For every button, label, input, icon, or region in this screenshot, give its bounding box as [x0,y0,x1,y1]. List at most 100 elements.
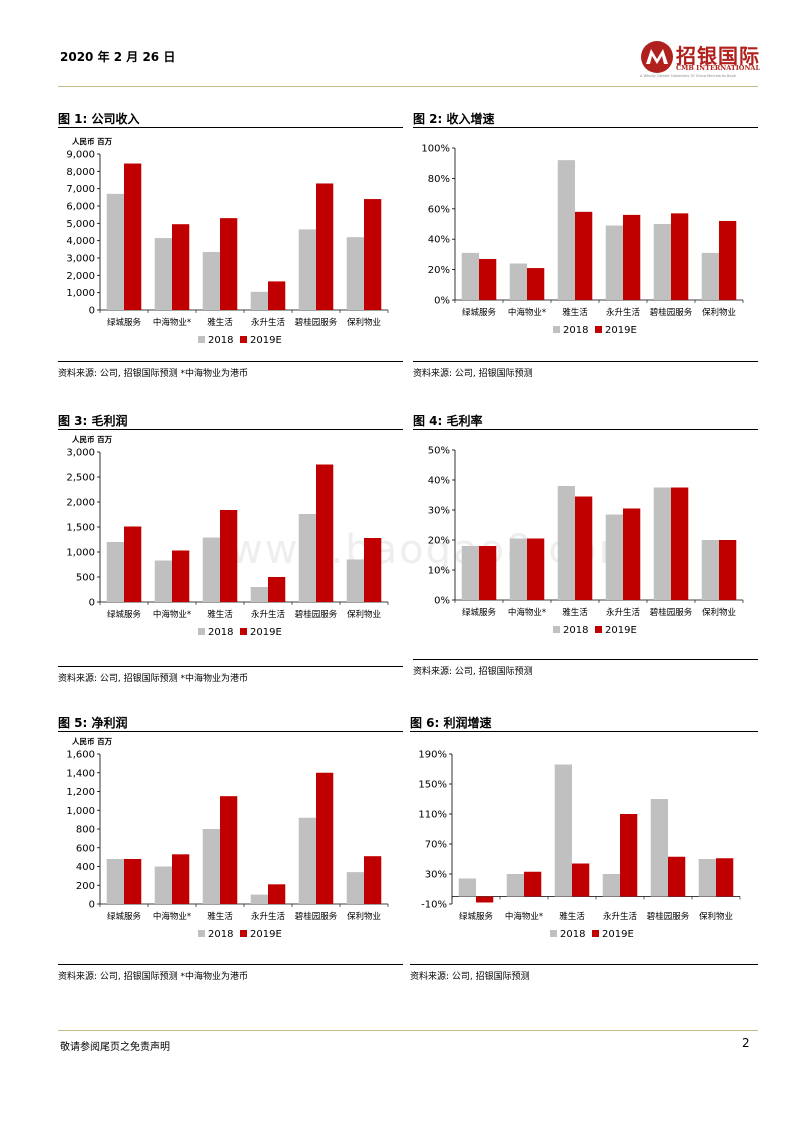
revenue-chart: 人民币 百万 0 1,000 2,000 3,000 4,000 5,000 6,000 7,0… [66,136,389,346]
bar-2019e [268,884,286,904]
footer-rule [58,1030,758,1031]
figure-title: 图 2: 收入增速 [413,112,495,126]
y-tick-label: 0 [89,598,95,609]
legend-label-2019e: 2019E [250,929,282,940]
y-tick-label: 600 [76,843,95,854]
x-category-label: 永升生活 [251,609,286,620]
brand-name-en: CMB INTERNATIONAL [676,64,761,72]
figure-source: 资料来源: 公司, 招银国际预测 [413,369,533,379]
brand-tagline: A Wholly Owned Subsidiary Of China Merch… [640,74,737,78]
y-tick-label: 200 [76,881,95,892]
disclaimer-link[interactable]: 敬请参阅尾页之免责声明 [60,1042,170,1053]
y-tick-label: 2,000 [66,498,95,509]
source-rule [58,361,403,362]
bar-2018 [701,540,719,600]
figure-3-panel: 图 3: 毛利润 人民币 百万 0 500 1,000 1,500 2,000 2,500 3… [58,412,403,684]
bar-2019e [124,859,142,904]
bar-2018 [250,894,268,904]
bar-2019e [572,863,590,897]
figure-4-panel: 图 4: 毛利率 0% 10% 20% 30% 40% 50% 绿城服务 中海物业* 雅生活 永升… [413,412,758,684]
y-tick-label: 1,200 [66,787,95,798]
x-category-label: 永升生活 [603,911,638,922]
y-tick-label: 0 [89,900,95,911]
legend-label-2019e: 2019E [605,625,637,636]
x-category-label: 碧桂园服务 [647,911,690,922]
bar-2018 [298,229,316,310]
x-category-label: 绿城服务 [462,607,497,618]
x-category-label: 碧桂园服务 [295,609,338,620]
y-tick-label: 20% [428,536,450,547]
legend-swatch-2018 [198,336,205,343]
legend-label-2018: 2018 [208,335,233,346]
title-rule [58,127,403,128]
legend-label-2018: 2018 [208,929,233,940]
bar-2018 [605,514,623,600]
y-tick-label: 1,000 [66,288,95,299]
x-category-label: 雅生活 [207,317,233,328]
y-tick-label: 800 [76,825,95,836]
figure-5-panel: 图 5: 净利润 人民币 百万 0 200 400 600 800 1,000 1,200 1,… [58,714,403,986]
y-tick-label: 190% [418,750,447,761]
y-tick-label: 1,000 [66,806,95,817]
brand-logo: 招银国际 CMB INTERNATIONAL A Wholly Owned Su… [640,40,760,90]
bar-2018 [701,252,719,300]
y-tick-label: 70% [425,840,447,851]
unit-label: 人民币 百万 [72,136,113,146]
y-tick-label: 9,000 [66,150,95,161]
bar-2018 [458,878,476,897]
x-category-label: 保利物业 [702,607,736,618]
bar-2018 [461,252,479,300]
x-category-label: 永升生活 [606,607,641,618]
x-category-label: 保利物业 [702,307,736,318]
bar-2018 [602,874,620,897]
bar-2019e [623,214,641,300]
legend-label-2018: 2018 [563,325,588,336]
x-category-label: 碧桂园服务 [650,607,693,618]
x-category-label: 中海物业* [505,911,543,922]
y-tick-label: 8,000 [66,167,95,178]
bar-2019e [479,258,497,300]
bar-2019e [316,464,334,602]
x-category-label: 雅生活 [207,609,233,620]
legend-swatch-2019e [240,336,247,343]
bar-2019e [268,577,286,602]
bar-2018 [557,486,575,600]
y-tick-label: 1,000 [66,548,95,559]
x-category-label: 中海物业* [508,607,546,618]
source-rule [413,659,758,660]
bar-2018 [298,817,316,904]
bar-2019e [172,550,190,602]
bar-2019e [623,508,641,600]
x-category-label: 绿城服务 [459,911,494,922]
y-tick-label: 30% [425,870,447,881]
bar-2019e [527,538,545,600]
bar-2018 [106,542,124,602]
x-category-label: 中海物业* [153,317,191,328]
y-tick-label: -10% [421,900,447,911]
legend-swatch-2019e [240,628,247,635]
legend-label-2019e: 2019E [605,325,637,336]
bar-2018 [154,560,172,602]
bar-2018 [650,799,668,897]
x-category-label: 碧桂园服务 [650,307,693,318]
bar-2019e [479,546,497,600]
y-tick-label: 6,000 [66,202,95,213]
x-category-label: 保利物业 [347,317,381,328]
title-rule [413,127,758,128]
title-rule [410,731,758,732]
bar-2018 [509,263,527,300]
y-tick-label: 0% [434,596,450,607]
bar-2019e [575,211,593,300]
bar-2018 [509,538,527,600]
bar-2019e [620,814,638,897]
y-tick-label: 0% [434,296,450,307]
figure-source: 资料来源: 公司, 招银国际预测 *中海物业为港币 [58,674,248,684]
y-tick-label: 7,000 [66,184,95,195]
bar-2018 [346,237,364,310]
y-tick-label: 3,000 [66,254,95,265]
x-category-label: 绿城服务 [107,609,142,620]
bar-2019e [172,854,190,904]
x-category-label: 中海物业* [153,911,191,922]
legend-swatch-2019e [595,326,602,333]
x-category-label: 保利物业 [347,609,381,620]
